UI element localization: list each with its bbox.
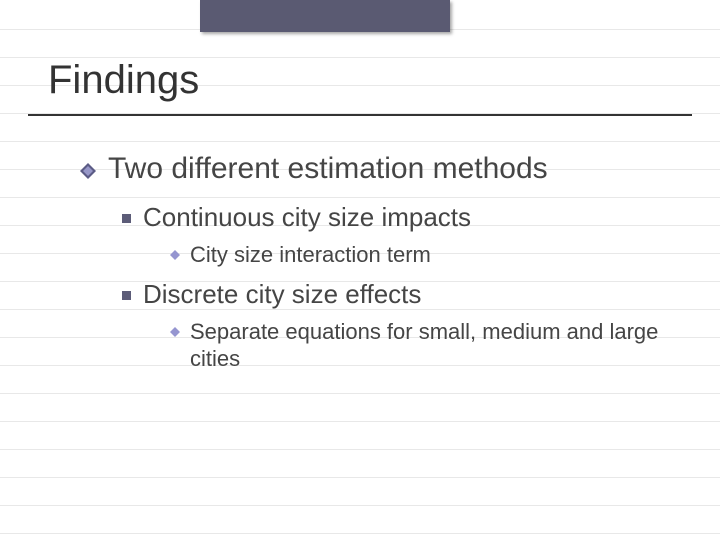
- bullet-level3-text: Separate equations for small, medium and…: [190, 318, 680, 373]
- slide-content: Two different estimation methods Continu…: [80, 152, 680, 383]
- bullet-level2: Discrete city size effects: [122, 279, 680, 310]
- bullet-level3-text: City size interaction term: [190, 241, 431, 269]
- bullet-level3: City size interaction term: [170, 241, 680, 269]
- small-diamond-bullet-icon: [170, 250, 180, 260]
- diamond-bullet-icon: [80, 163, 96, 179]
- square-bullet-icon: [122, 214, 131, 223]
- square-bullet-icon: [122, 291, 131, 300]
- bullet-level2: Continuous city size impacts: [122, 202, 680, 233]
- bullet-level2-text: Discrete city size effects: [143, 279, 421, 310]
- slide: Findings Two different estimation method…: [0, 0, 720, 540]
- bullet-level2-text: Continuous city size impacts: [143, 202, 471, 233]
- slide-title: Findings: [48, 58, 199, 103]
- header-shadow-block: [200, 0, 450, 32]
- bullet-level1: Two different estimation methods: [80, 152, 680, 186]
- small-diamond-bullet-icon: [170, 327, 180, 337]
- bullet-level1-text: Two different estimation methods: [108, 152, 548, 186]
- title-underline: [28, 114, 692, 116]
- bullet-level3: Separate equations for small, medium and…: [170, 318, 680, 373]
